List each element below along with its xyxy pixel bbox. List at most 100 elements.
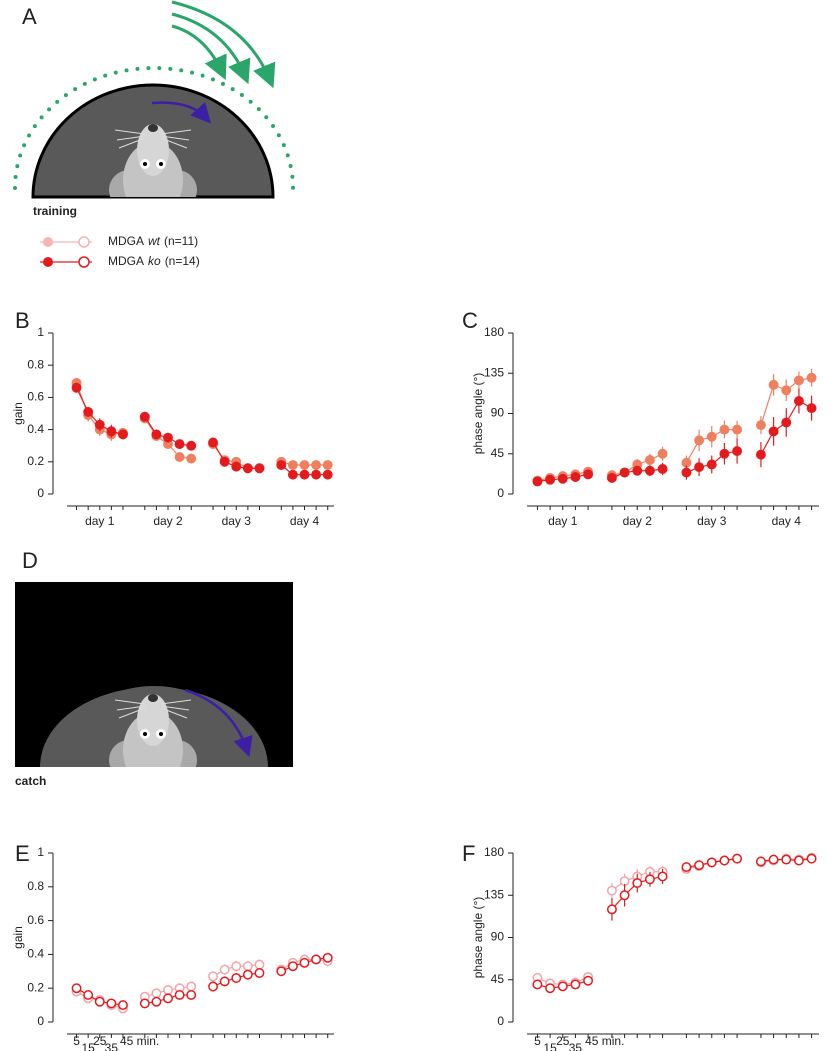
data-point (83, 406, 94, 417)
legend-count: (n=11) (164, 234, 198, 248)
data-point (287, 460, 298, 470)
x-category-label: day 2 (153, 514, 183, 528)
panel-label: C (462, 308, 478, 333)
data-point (174, 439, 185, 450)
legend-marker (43, 257, 53, 267)
minute-tick-label: 5 (73, 1034, 80, 1048)
data-point (719, 448, 730, 459)
data-point (83, 990, 94, 1000)
data-point (118, 1000, 128, 1011)
data-point (299, 460, 310, 470)
data-point (694, 435, 705, 446)
x-category-label: day 3 (697, 1049, 727, 1051)
data-point (276, 460, 287, 470)
data-point (768, 854, 779, 865)
data-point (570, 472, 581, 482)
data-point (163, 993, 173, 1004)
data-point (755, 449, 766, 460)
y-tick-label: 0.2 (27, 980, 44, 994)
minute-tick-label: 35 (569, 1041, 583, 1051)
data-point (174, 990, 185, 1000)
data-point (118, 429, 128, 440)
data-point (657, 464, 668, 474)
data-point (781, 417, 792, 428)
data-point (657, 871, 668, 882)
data-point (208, 981, 219, 992)
data-point (94, 996, 105, 1007)
data-point (242, 463, 253, 474)
y-tick-label: 135 (484, 365, 504, 379)
y-tick-label: 180 (484, 325, 504, 339)
minute-tick-label: 25 (93, 1034, 107, 1048)
y-tick-label: 180 (484, 845, 504, 859)
data-point (644, 874, 655, 885)
green-arrow (171, 24, 227, 81)
y-tick-label: 90 (491, 930, 505, 944)
data-point (94, 419, 105, 430)
y-axis-label: phase angle (°) (471, 897, 485, 979)
data-point (583, 469, 594, 480)
minute-tick-label: 15 (543, 1041, 557, 1051)
data-point (557, 981, 568, 992)
data-point (254, 959, 265, 970)
data-point (208, 971, 219, 982)
data-point (208, 437, 219, 448)
data-point (755, 856, 766, 867)
data-point (681, 862, 692, 873)
data-point (706, 459, 717, 470)
legend-prefix: MDGA (108, 254, 144, 268)
data-point (545, 474, 556, 485)
data-point (242, 969, 253, 980)
y-tick-label: 0.8 (27, 357, 44, 371)
data-point (311, 469, 322, 480)
panel-label: E (15, 841, 30, 866)
y-tick-label: 135 (484, 887, 504, 901)
data-point (71, 382, 82, 393)
x-category-label: day 4 (772, 1049, 802, 1051)
data-point (219, 964, 230, 975)
caption: training (33, 204, 77, 218)
x-category-label: day 2 (623, 514, 653, 528)
x-category-label: day 1 (85, 1049, 115, 1051)
data-point (242, 961, 253, 972)
data-point (606, 904, 617, 915)
data-point (106, 426, 117, 437)
data-point (151, 996, 162, 1007)
panel-label: B (15, 308, 30, 333)
purple-arrow (184, 688, 253, 758)
y-tick-label: 0.2 (27, 454, 44, 468)
data-point (632, 465, 643, 476)
y-tick-label: 0.8 (27, 879, 44, 893)
green-arrow (171, 12, 251, 85)
data-point (219, 976, 230, 987)
minute-tick-label: 25 (556, 1034, 570, 1048)
minute-tick-label: 5 (534, 1034, 541, 1048)
y-tick-label: 0.4 (27, 422, 44, 436)
data-point (706, 431, 717, 442)
data-point (755, 420, 766, 431)
data-point (732, 424, 743, 435)
legend-genotype: wt (148, 234, 161, 248)
panel-label: A (22, 4, 37, 29)
data-point (694, 860, 705, 871)
x-category-label: day 3 (697, 514, 727, 528)
y-tick-label: 0.4 (27, 947, 44, 961)
data-point (583, 975, 594, 986)
data-point (694, 462, 705, 473)
data-point (186, 990, 197, 1000)
data-point (254, 968, 265, 978)
x-category-label: day 1 (85, 514, 115, 528)
minute-tick-label: 45 min. (120, 1034, 159, 1048)
y-tick-label: 1 (37, 845, 44, 859)
x-category-label: day 2 (153, 1049, 183, 1051)
data-point (557, 473, 568, 484)
data-point (781, 385, 792, 396)
data-point (174, 452, 185, 462)
x-category-label: day 4 (290, 514, 320, 528)
data-point (719, 424, 730, 435)
legend-marker (78, 236, 90, 248)
data-point (806, 403, 817, 414)
data-point (287, 469, 298, 480)
data-point (311, 954, 322, 965)
